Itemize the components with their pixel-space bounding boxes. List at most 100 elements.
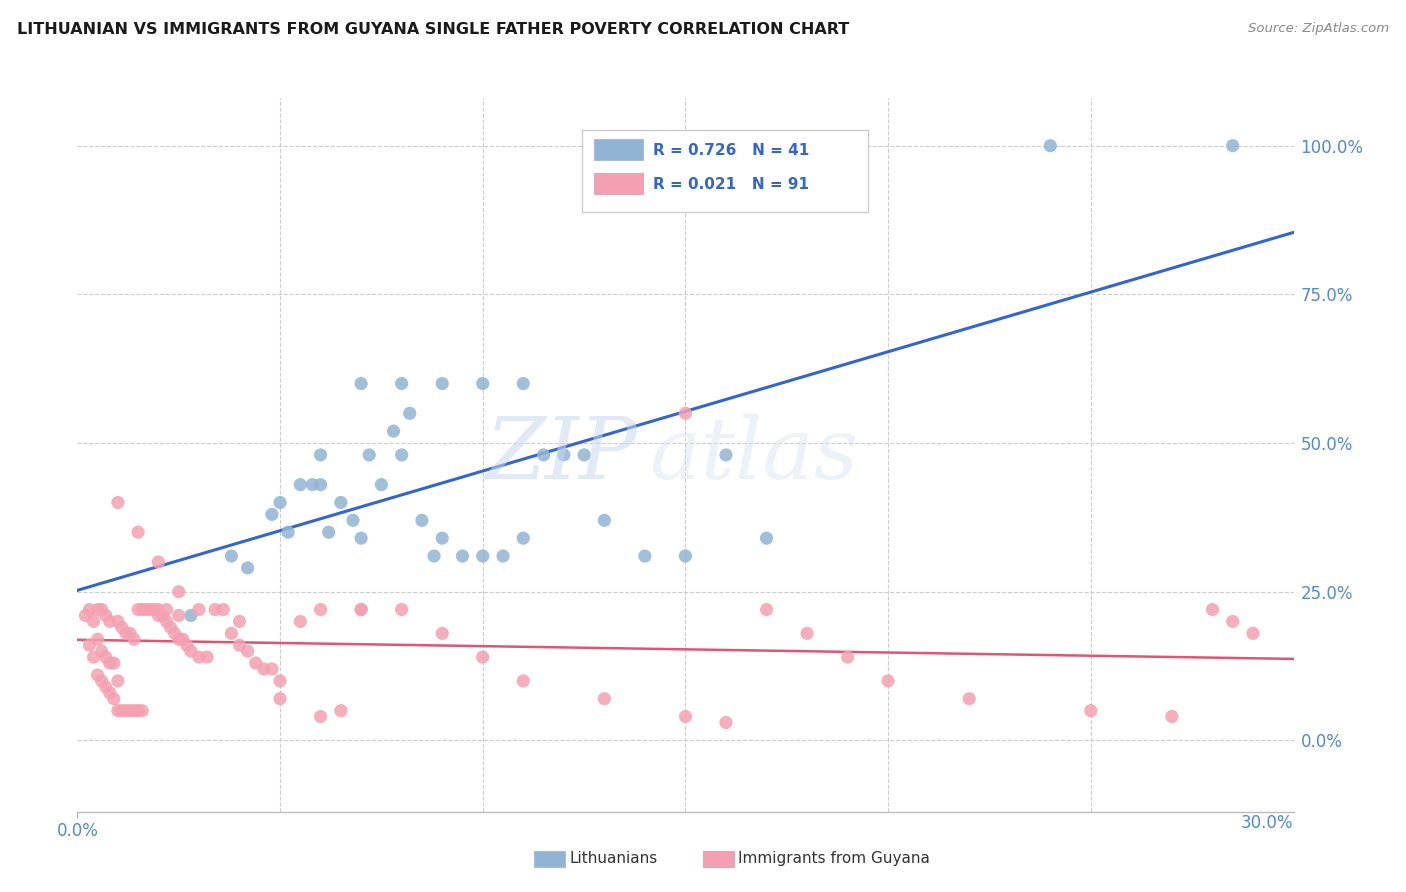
Point — [1161, 709, 1184, 723]
Point — [593, 513, 616, 527]
Point — [98, 656, 121, 670]
Point — [228, 638, 250, 652]
Point — [593, 691, 616, 706]
Point — [957, 691, 980, 706]
Point — [423, 549, 446, 563]
Point — [103, 656, 125, 670]
Text: R = 0.021   N = 91: R = 0.021 N = 91 — [652, 177, 808, 192]
Point — [714, 715, 737, 730]
Point — [188, 602, 211, 616]
Point — [290, 477, 312, 491]
FancyBboxPatch shape — [595, 139, 643, 161]
Point — [111, 704, 134, 718]
FancyBboxPatch shape — [582, 130, 868, 212]
Point — [837, 650, 859, 665]
Point — [148, 608, 170, 623]
Point — [195, 650, 218, 665]
Point — [350, 602, 373, 616]
Point — [572, 448, 595, 462]
Point — [107, 615, 129, 629]
Point — [212, 602, 235, 616]
Point — [228, 615, 250, 629]
Point — [167, 608, 190, 623]
Point — [148, 555, 170, 569]
Point — [75, 608, 97, 623]
Point — [533, 448, 555, 462]
Point — [155, 615, 177, 629]
Point — [122, 632, 145, 647]
Point — [370, 477, 392, 491]
Point — [1222, 138, 1244, 153]
Point — [512, 376, 534, 391]
Point — [98, 686, 121, 700]
Point — [94, 608, 117, 623]
Text: LITHUANIAN VS IMMIGRANTS FROM GUYANA SINGLE FATHER POVERTY CORRELATION CHART: LITHUANIAN VS IMMIGRANTS FROM GUYANA SIN… — [17, 22, 849, 37]
Point — [432, 376, 454, 391]
Point — [512, 531, 534, 545]
Point — [221, 626, 243, 640]
Point — [107, 673, 129, 688]
Text: ZIP: ZIP — [485, 414, 637, 496]
Point — [1039, 138, 1062, 153]
Point — [79, 602, 101, 616]
Point — [86, 668, 108, 682]
Point — [512, 673, 534, 688]
Point — [675, 406, 697, 420]
Point — [107, 704, 129, 718]
Point — [755, 602, 778, 616]
Text: atlas: atlas — [650, 414, 858, 496]
Point — [135, 602, 157, 616]
Point — [309, 709, 332, 723]
Point — [115, 704, 138, 718]
Point — [167, 632, 190, 647]
Point — [471, 376, 494, 391]
Point — [90, 673, 112, 688]
Point — [180, 644, 202, 658]
Point — [143, 602, 166, 616]
Point — [634, 549, 657, 563]
Point — [342, 513, 364, 527]
Point — [318, 525, 340, 540]
Point — [1222, 615, 1244, 629]
Point — [329, 495, 352, 509]
Point — [269, 691, 291, 706]
Point — [260, 508, 283, 522]
Point — [139, 602, 162, 616]
Point — [675, 709, 697, 723]
Point — [103, 691, 125, 706]
Point — [398, 406, 420, 420]
Point — [492, 549, 515, 563]
Point — [127, 704, 149, 718]
Point — [277, 525, 299, 540]
Point — [359, 448, 381, 462]
Point — [411, 513, 433, 527]
Point — [350, 602, 373, 616]
Point — [204, 602, 226, 616]
Point — [269, 495, 291, 509]
Point — [350, 376, 373, 391]
Point — [127, 525, 149, 540]
Point — [236, 561, 259, 575]
Point — [471, 549, 494, 563]
Point — [309, 602, 332, 616]
Point — [432, 531, 454, 545]
Point — [127, 602, 149, 616]
Point — [148, 602, 170, 616]
Text: 30.0%: 30.0% — [1241, 814, 1294, 831]
Text: Immigrants from Guyana: Immigrants from Guyana — [738, 852, 929, 866]
Text: Lithuanians: Lithuanians — [569, 852, 658, 866]
Point — [1080, 704, 1102, 718]
Point — [188, 650, 211, 665]
Point — [236, 644, 259, 658]
Text: Source: ZipAtlas.com: Source: ZipAtlas.com — [1249, 22, 1389, 36]
Point — [176, 638, 198, 652]
Point — [290, 615, 312, 629]
Point — [180, 608, 202, 623]
Point — [131, 602, 153, 616]
Point — [553, 448, 575, 462]
Point — [86, 602, 108, 616]
Point — [118, 704, 141, 718]
Point — [714, 448, 737, 462]
Point — [152, 608, 174, 623]
Point — [131, 704, 153, 718]
